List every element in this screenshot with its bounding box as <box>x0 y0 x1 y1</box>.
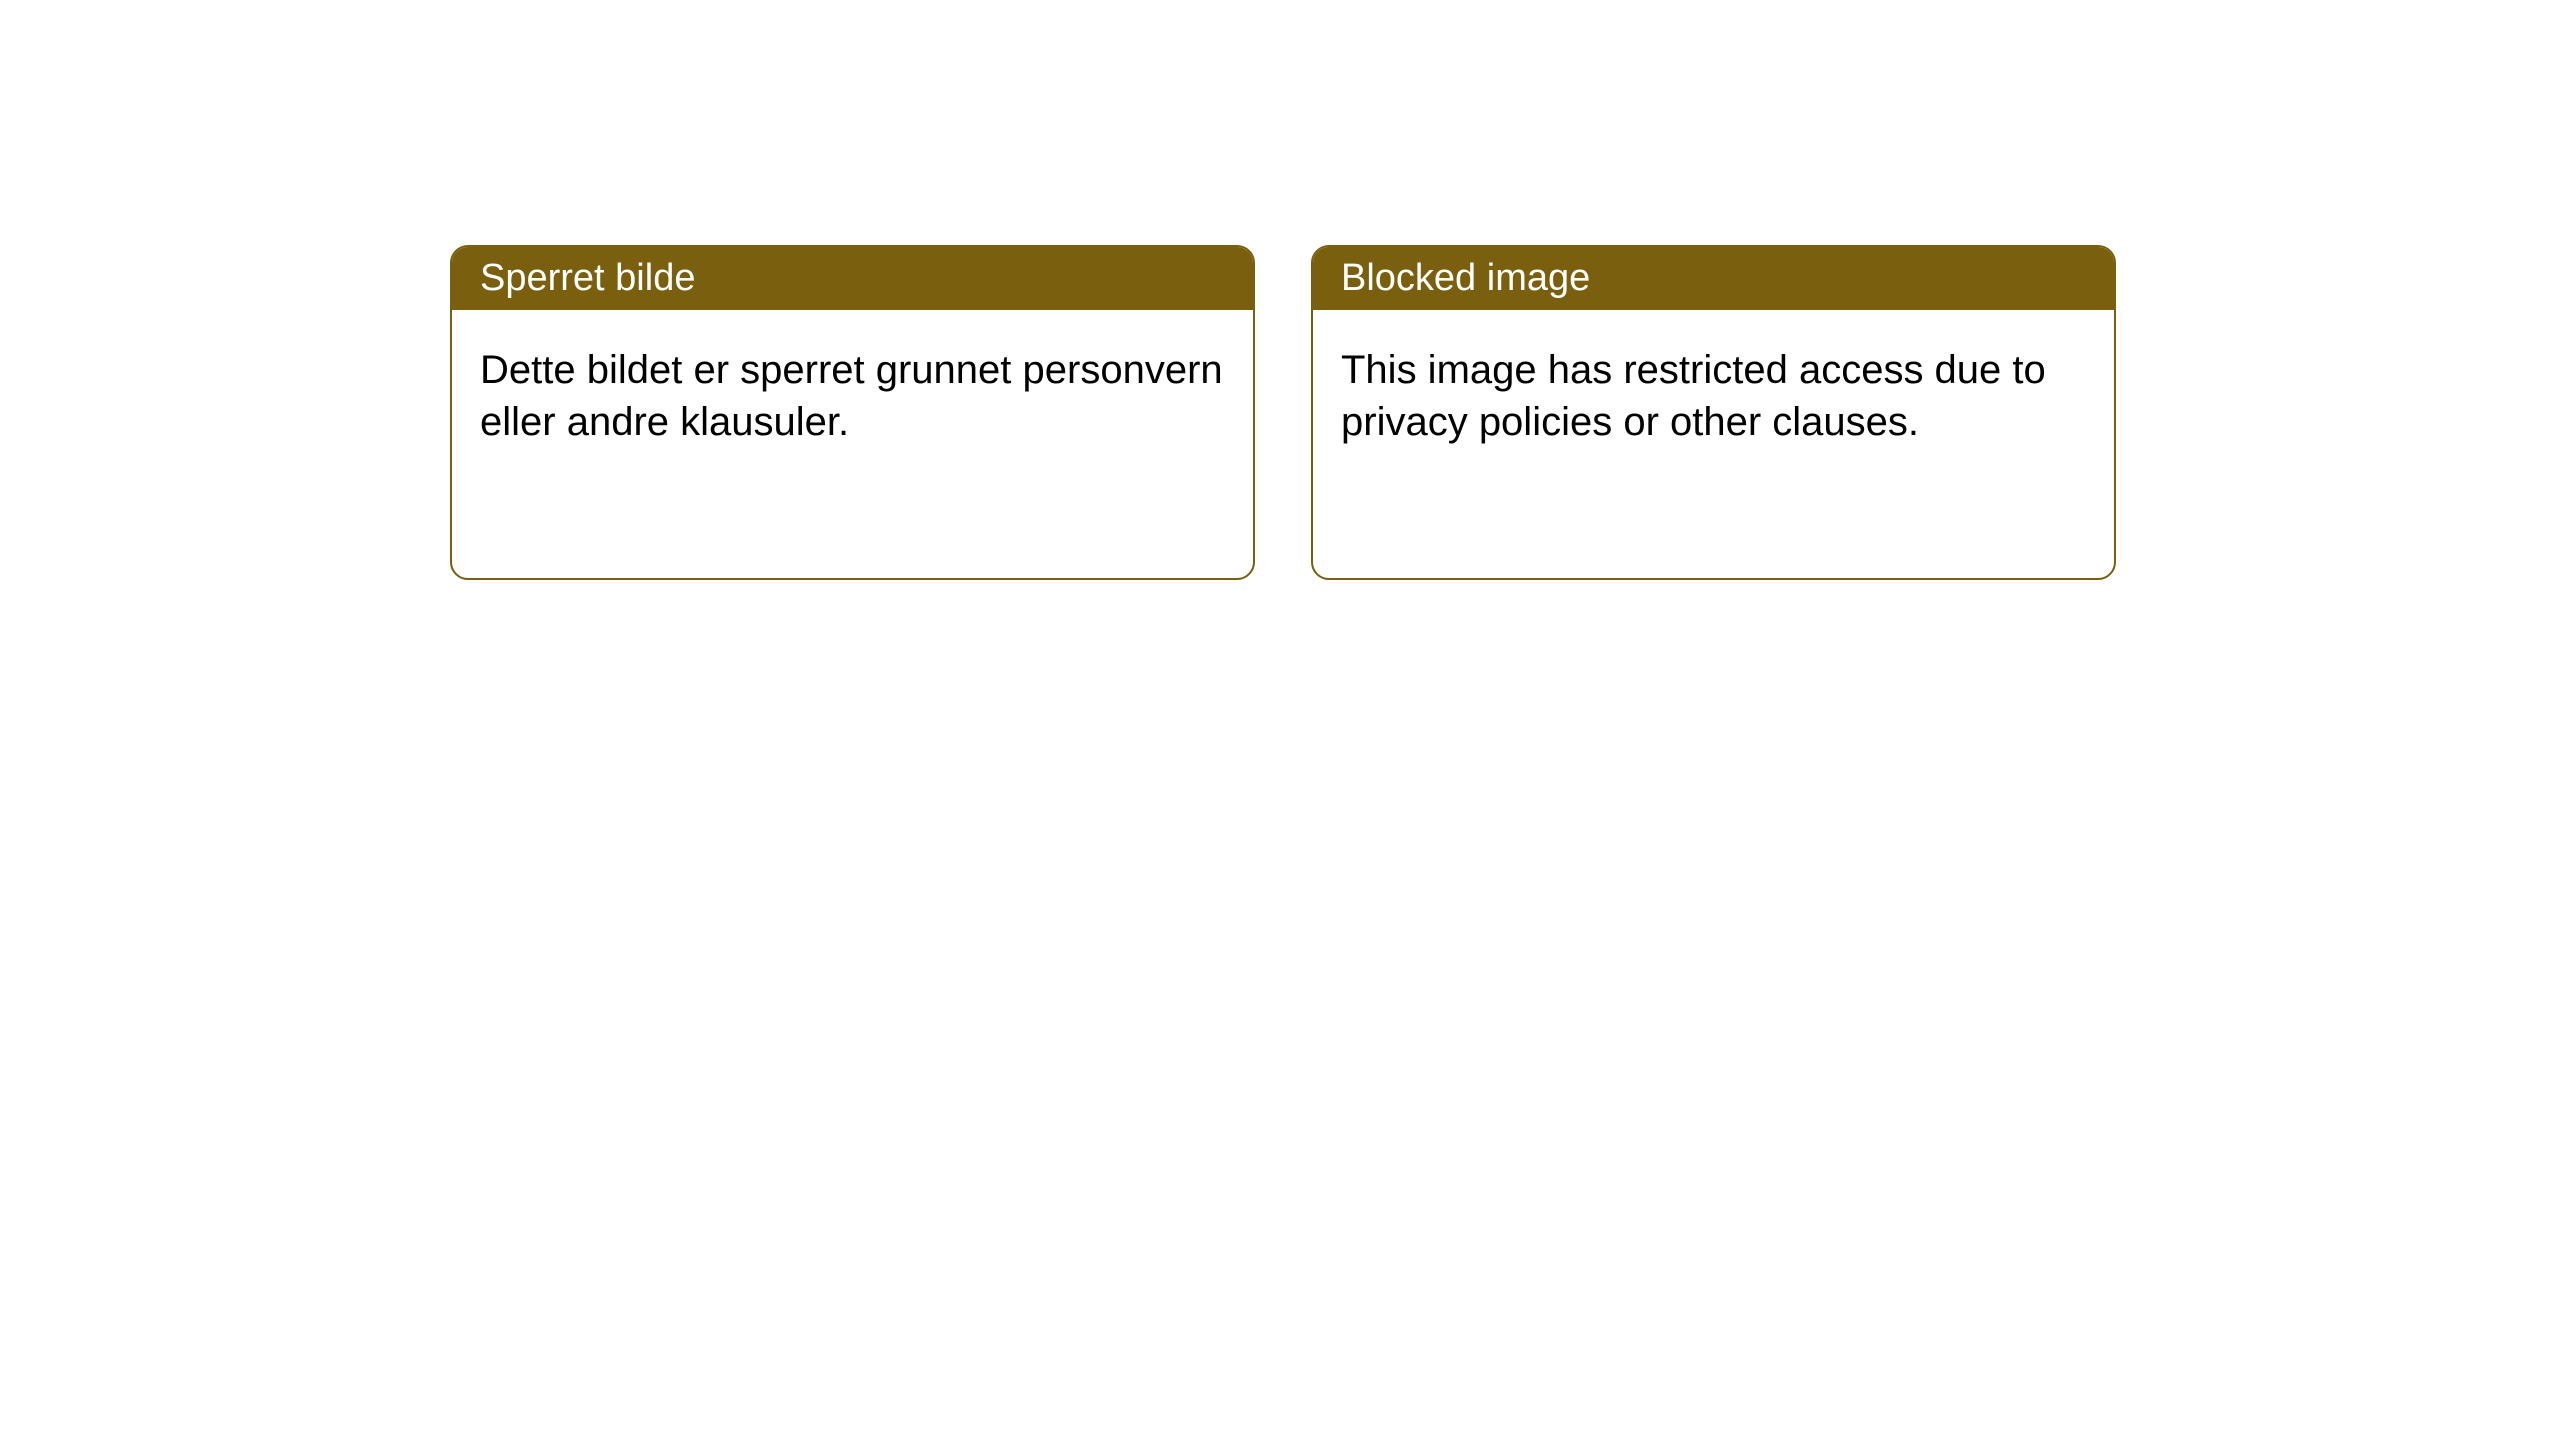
notice-body: This image has restricted access due to … <box>1313 310 2114 482</box>
notice-title: Sperret bilde <box>452 247 1253 310</box>
notice-body: Dette bildet er sperret grunnet personve… <box>452 310 1253 482</box>
notice-card-norwegian: Sperret bilde Dette bildet er sperret gr… <box>450 245 1255 580</box>
notice-container: Sperret bilde Dette bildet er sperret gr… <box>0 0 2560 580</box>
notice-title: Blocked image <box>1313 247 2114 310</box>
notice-card-english: Blocked image This image has restricted … <box>1311 245 2116 580</box>
